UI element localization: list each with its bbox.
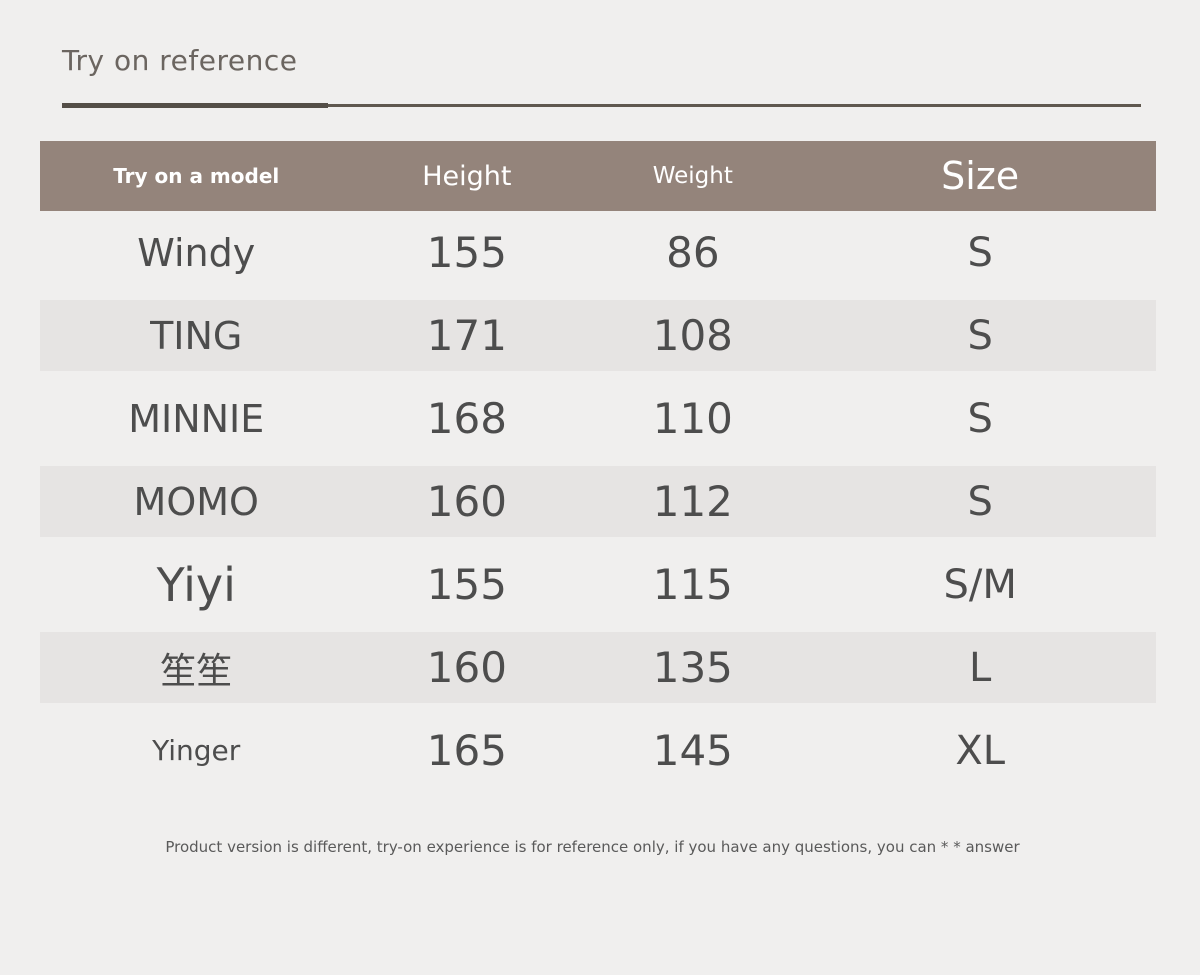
column-header-model: Try on a model: [113, 164, 280, 188]
height-cell: 165: [426, 726, 507, 775]
height-cell: 160: [426, 477, 507, 526]
table-row: Yiyi 155 115 S/M: [40, 543, 1156, 626]
model-cell: Windy: [137, 230, 256, 275]
size-cell: S: [967, 312, 993, 359]
disclaimer-footnote: Product version is different, try-on exp…: [165, 838, 1020, 856]
table-row: Windy 155 86 S: [40, 211, 1156, 294]
weight-cell: 112: [652, 477, 733, 526]
title-underline-accent: [62, 103, 328, 108]
model-cell: MINNIE: [128, 396, 265, 441]
table-row: 笙笙 160 135 L: [40, 626, 1156, 709]
weight-cell: 86: [666, 228, 720, 277]
try-on-reference-table: Try on a model Height Weight Size Windy …: [40, 141, 1156, 792]
size-cell: S/M: [943, 561, 1017, 608]
size-cell: S: [967, 229, 993, 276]
weight-cell: 110: [652, 394, 733, 443]
table-row: TING 171 108 S: [40, 294, 1156, 377]
model-cell: MOMO: [133, 479, 259, 524]
weight-cell: 145: [652, 726, 733, 775]
height-cell: 155: [426, 228, 507, 277]
column-header-weight: Weight: [652, 163, 733, 189]
page-title: Try on reference: [62, 44, 298, 77]
size-cell: S: [967, 478, 993, 525]
column-header-height: Height: [422, 160, 512, 192]
model-cell: Yinger: [152, 734, 241, 767]
weight-cell: 135: [652, 643, 733, 692]
model-cell: Yiyi: [156, 557, 236, 612]
table-row: MINNIE 168 110 S: [40, 377, 1156, 460]
size-cell: S: [967, 395, 993, 442]
model-cell: 笙笙: [160, 650, 233, 692]
height-cell: 168: [426, 394, 507, 443]
height-cell: 171: [426, 311, 507, 360]
weight-cell: 115: [652, 560, 733, 609]
column-header-size: Size: [941, 154, 1020, 198]
model-cell: TING: [150, 313, 243, 358]
title-underline: [62, 103, 1141, 108]
weight-cell: 108: [652, 311, 733, 360]
size-cell: XL: [955, 727, 1006, 774]
size-cell: L: [969, 644, 992, 691]
table-row: MOMO 160 112 S: [40, 460, 1156, 543]
height-cell: 160: [426, 643, 507, 692]
table-header-row: Try on a model Height Weight Size: [40, 141, 1156, 211]
height-cell: 155: [426, 560, 507, 609]
table-row: Yinger 165 145 XL: [40, 709, 1156, 792]
